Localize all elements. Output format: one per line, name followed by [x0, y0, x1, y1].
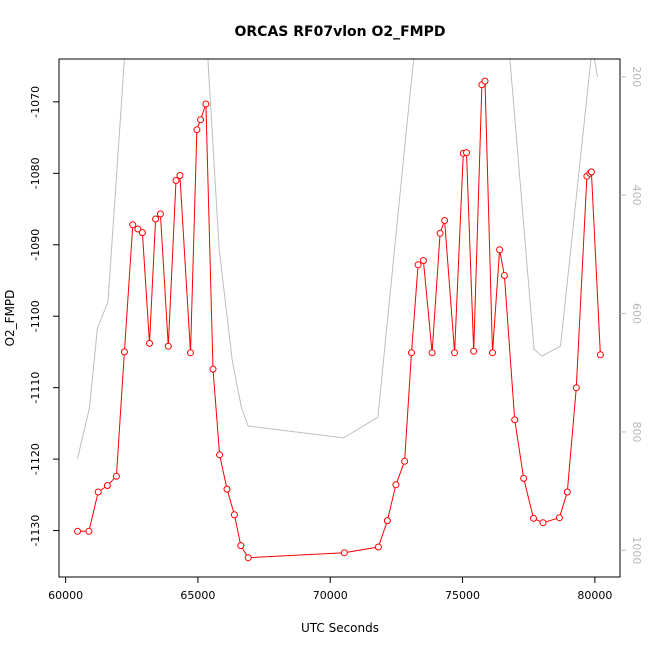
o2-fmpd-data-point: [146, 339, 153, 347]
o2-fmpd-data-point: [103, 482, 111, 489]
o2-fmpd-data-point: [451, 349, 459, 357]
right-y-tick-label: 800: [630, 421, 643, 442]
x-axis-title: UTC Seconds: [301, 621, 379, 635]
o2-fmpd-data-point: [134, 225, 142, 233]
right-y-tick-label: 200: [630, 66, 643, 87]
o2-fmpd-data-point: [496, 246, 504, 254]
right-axis-series-line: [77, 59, 598, 459]
o2-fmpd-data-point: [401, 457, 409, 465]
right-y-tick-label: 1000: [630, 536, 643, 564]
o2-fmpd-data-point: [85, 527, 93, 535]
o2-fmpd-data-point: [176, 172, 184, 179]
x-tick-label: 80000: [577, 589, 612, 602]
o2-fmpd-data-point: [587, 168, 595, 176]
right-y-axis: 200 400 600 800 1000: [620, 66, 643, 564]
o2-fmpd-data-point: [237, 542, 245, 550]
o2-fmpd-data-point: [187, 349, 194, 357]
x-axis: 60000 65000 70000 75000 80000: [48, 577, 612, 602]
y-tick-label: -1120: [29, 443, 42, 475]
o2-fmpd-data-point: [197, 116, 205, 124]
chart-title: ORCAS RF07vlon O2_FMPD: [235, 24, 446, 40]
y-tick-label: -1080: [29, 157, 42, 189]
o2-fmpd-data-point: [164, 342, 172, 350]
o2-fmpd-data-point: [436, 229, 444, 237]
o2-fmpd-data-point: [216, 451, 224, 459]
o2-fmpd-data-point: [481, 77, 489, 85]
series-layer: [74, 59, 604, 562]
x-tick-label: 75000: [445, 589, 480, 602]
o2-fmpd-data-point: [572, 384, 580, 392]
x-tick-label: 65000: [180, 589, 215, 602]
o2-fmpd-data-point: [156, 210, 164, 218]
o2-fmpd-data-point: [596, 351, 604, 359]
o2-fmpd-data-point: [94, 488, 102, 496]
o2-fmpd-data-point: [223, 485, 231, 493]
o2-fmpd-data-point: [530, 514, 537, 522]
o2-fmpd-data-point: [428, 349, 436, 357]
right-y-tick-label: 400: [630, 185, 643, 206]
x-tick-label: 60000: [48, 589, 83, 602]
o2-fmpd-data-point: [539, 519, 547, 527]
o2-fmpd-data-point: [340, 549, 348, 557]
o2-fmpd-data-point: [555, 514, 563, 522]
o2-fmpd-series-line: [77, 79, 601, 559]
o2-fmpd-data-point: [500, 272, 508, 279]
o2-fmpd-data-point: [383, 517, 391, 525]
o2-fmpd-data-point: [74, 527, 81, 535]
o2-fmpd-data-point: [120, 348, 128, 356]
o2-fmpd-data-point: [202, 100, 210, 108]
y-tick-label: -1110: [29, 372, 42, 404]
o2-fmpd-data-point: [408, 349, 415, 357]
o2-fmpd-data-point: [230, 511, 238, 519]
o2-fmpd-data-point: [511, 416, 519, 424]
y-tick-label: -1130: [29, 515, 42, 547]
o2-fmpd-data-point: [129, 221, 137, 229]
o2-fmpd-data-point: [152, 215, 160, 223]
o2-fmpd-data-point: [138, 229, 146, 237]
o2-fmpd-data-point: [392, 481, 400, 489]
o2-fmpd-data-point: [209, 365, 217, 373]
right-y-tick-label: 600: [630, 303, 643, 324]
o2-fmpd-data-point: [470, 347, 478, 355]
o2-fmpd-data-point: [463, 149, 470, 157]
o2-fmpd-data-point: [520, 474, 528, 482]
o2-fmpd-data-point: [112, 472, 120, 480]
y-tick-label: -1070: [29, 86, 42, 118]
o2-fmpd-data-point: [414, 261, 422, 269]
o2-fmpd-data-point: [419, 257, 427, 264]
plot-frame: [58, 58, 621, 578]
o2-fmpd-data-point: [172, 177, 180, 184]
o2-fmpd-data-point: [193, 126, 201, 134]
y-tick-label: -1100: [29, 300, 42, 332]
x-tick-label: 70000: [313, 589, 348, 602]
o2-fmpd-data-point: [489, 349, 496, 357]
o2-fmpd-data-point: [244, 554, 252, 562]
o2-fmpd-data-point: [441, 217, 449, 224]
y-axis: -1130 -1120 -1110 -1100 -1090 -1080 -1070: [29, 86, 59, 547]
y-axis-title: O2_FMPD: [3, 290, 17, 347]
o2-fmpd-data-point: [563, 488, 571, 496]
y-tick-label: -1090: [29, 229, 42, 261]
o2-fmpd-data-point: [374, 543, 382, 551]
